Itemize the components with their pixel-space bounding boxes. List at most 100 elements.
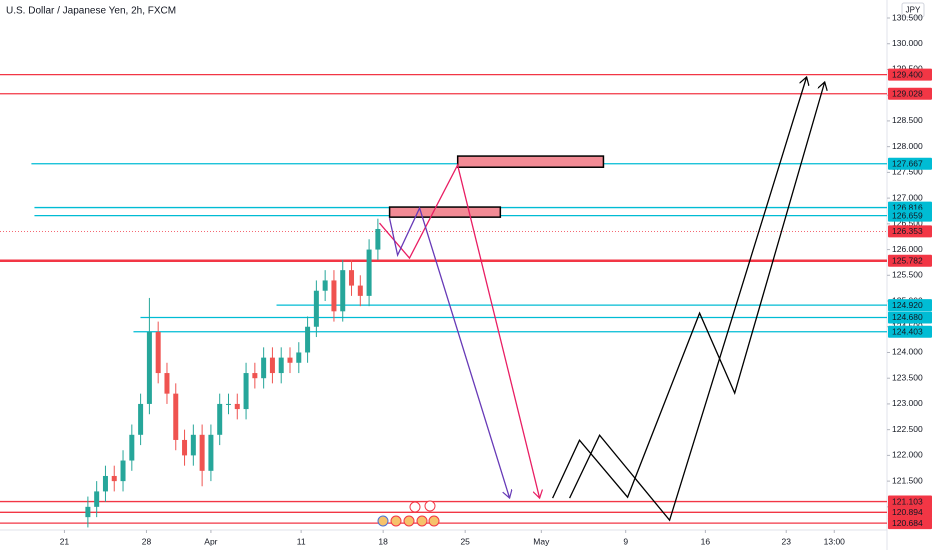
candle-body <box>155 331 161 374</box>
y-tick-label: 128.000 <box>892 141 923 151</box>
y-tick-label: 122.500 <box>892 424 923 434</box>
candle-body <box>357 285 363 296</box>
level-price-tag <box>888 68 932 81</box>
level-price-tag <box>888 209 932 222</box>
level-price-tag <box>888 506 932 519</box>
candle-body <box>305 326 311 353</box>
candle-body <box>199 434 205 471</box>
candle-body <box>208 434 214 471</box>
candle-body <box>287 357 293 363</box>
y-tick-label: 121.500 <box>892 475 923 485</box>
y-tick-label: 123.000 <box>892 398 923 408</box>
y-tick-label: 127.500 <box>892 167 923 177</box>
level-price-tag <box>888 495 932 508</box>
level-price-tag <box>888 254 932 267</box>
x-tick-label: 21 <box>60 536 70 546</box>
candle-body <box>102 475 108 492</box>
candle-body <box>296 352 302 363</box>
y-tick-label: 122.000 <box>892 450 923 460</box>
level-price-label: 125.782 <box>892 256 923 266</box>
candle-body <box>243 373 249 410</box>
candle-body <box>322 280 328 291</box>
event-icon[interactable] <box>390 515 402 527</box>
zone-box <box>456 155 605 168</box>
level-price-tag <box>888 517 932 530</box>
level-price-label: 129.028 <box>892 89 923 99</box>
candle-body <box>252 373 258 379</box>
y-tick-label: 123.500 <box>892 372 923 382</box>
event-icon[interactable] <box>377 515 389 527</box>
event-icons[interactable] <box>377 500 440 527</box>
candle-body <box>94 491 100 507</box>
candle-body <box>225 403 231 405</box>
level-price-label: 124.403 <box>892 326 923 336</box>
candle-body <box>190 434 196 456</box>
candle-body <box>182 439 188 456</box>
level-price-tag <box>888 299 932 312</box>
candle-body <box>340 270 346 312</box>
x-tick-label: Apr <box>204 536 217 546</box>
candle-body <box>173 393 179 440</box>
projection-arrow <box>388 206 510 498</box>
candle-body <box>261 357 267 379</box>
level-price-label: 121.103 <box>892 496 923 506</box>
level-price-tag <box>888 311 932 324</box>
currency-box[interactable] <box>901 2 925 18</box>
level-price-label: 127.667 <box>892 159 923 169</box>
currency[interactable]: JPY <box>906 6 921 15</box>
candle-body <box>138 403 144 435</box>
candle-body <box>313 290 319 327</box>
y-tick-label: 124.000 <box>892 347 923 357</box>
chart-title: U.S. Dollar / Japanese Yen, 2h, FXCM <box>6 6 176 17</box>
candle-body <box>120 460 126 482</box>
level-price-label: 126.816 <box>892 202 923 212</box>
level-price-label: 129.400 <box>892 69 923 79</box>
level-price-label: 126.659 <box>892 210 923 220</box>
level-price-label: 120.894 <box>892 507 923 517</box>
zone-box <box>388 206 502 218</box>
projection-arrow <box>569 77 807 522</box>
y-tick-label: 127.000 <box>892 192 923 202</box>
x-tick-label: 11 <box>297 536 306 546</box>
x-tick-label: 23 <box>781 536 791 546</box>
projection-arrow <box>552 82 825 499</box>
x-tick-label: 9 <box>623 536 628 546</box>
candle-body <box>331 280 337 312</box>
candle-body <box>129 434 135 461</box>
candle-body <box>366 249 372 296</box>
candle-body <box>269 357 275 374</box>
x-tick-label: 16 <box>701 536 711 546</box>
candle-body <box>217 403 223 435</box>
level-price-label: 124.680 <box>892 312 923 322</box>
candle-body <box>164 373 170 394</box>
level-price-tag <box>888 157 932 170</box>
event-icon[interactable] <box>424 500 436 512</box>
candle-body <box>349 270 355 286</box>
level-price-label: 126.353 <box>892 226 923 236</box>
level-price-label: 120.684 <box>892 518 923 528</box>
event-icon[interactable] <box>409 501 421 513</box>
y-tick-label: 126.500 <box>892 218 923 228</box>
candle-body <box>85 506 91 518</box>
x-tick-label: 13:00 <box>824 536 846 546</box>
candle-body <box>375 228 381 250</box>
y-tick-label: 126.000 <box>892 244 923 254</box>
candle-body <box>111 475 117 482</box>
event-icon[interactable] <box>416 515 428 527</box>
plot-layer <box>0 73 887 528</box>
event-icon[interactable] <box>428 515 440 527</box>
candle-body <box>278 357 284 374</box>
candle-body <box>146 331 152 404</box>
x-tick-label: 28 <box>142 536 152 546</box>
event-icon[interactable] <box>403 515 415 527</box>
level-price-label: 124.920 <box>892 300 923 310</box>
level-price-tag <box>888 225 932 238</box>
x-tick-label: May <box>533 536 550 546</box>
x-tick-label: 18 <box>378 536 388 546</box>
y-tick-label: 130.500 <box>892 12 923 22</box>
y-tick-label: 130.000 <box>892 38 923 48</box>
level-price-tag <box>888 87 932 100</box>
